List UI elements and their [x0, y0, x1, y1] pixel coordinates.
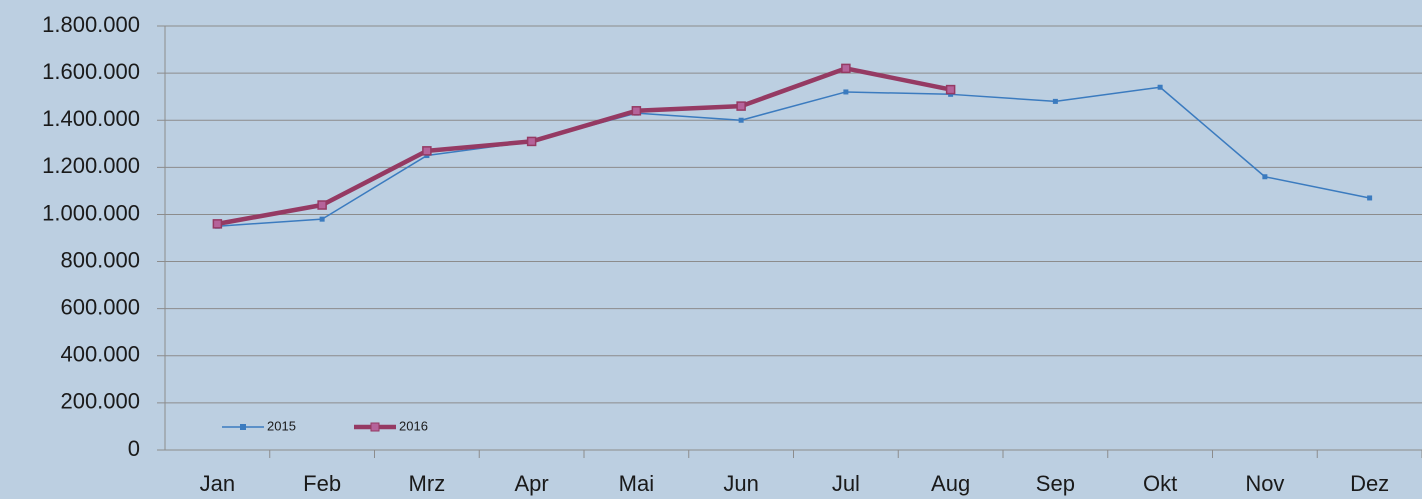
x-tick-label: Jan: [200, 471, 235, 496]
data-point: [317, 200, 327, 210]
data-point: [319, 216, 325, 222]
y-tick-label: 600.000: [60, 294, 140, 319]
data-point: [1367, 195, 1373, 201]
legend-marker: [370, 422, 380, 432]
x-tick-label: Mrz: [409, 471, 446, 496]
y-tick-label: 1.000.000: [42, 200, 140, 225]
x-tick-label: Jul: [832, 471, 860, 496]
series-line: [217, 86, 1370, 227]
x-tick-label: Apr: [515, 471, 549, 496]
data-point: [1052, 98, 1058, 104]
data-point: [945, 84, 956, 95]
y-tick-label: 200.000: [60, 389, 140, 414]
x-tick-label: Sep: [1036, 471, 1075, 496]
x-tick-label: Dez: [1350, 471, 1389, 496]
data-point: [1262, 174, 1268, 180]
data-point: [422, 146, 432, 156]
data-point: [736, 101, 746, 111]
data-point: [631, 106, 642, 116]
data-point: [1157, 84, 1163, 90]
x-tick-label: Jun: [723, 471, 758, 496]
legend-label: 2016: [399, 418, 428, 433]
data-point: [212, 219, 223, 229]
data-point: [526, 136, 537, 147]
legend-label: 2015: [267, 418, 296, 433]
y-tick-label: 1.600.000: [42, 59, 140, 84]
data-point: [843, 89, 849, 95]
data-point: [738, 117, 744, 123]
y-tick-label: 1.400.000: [42, 106, 140, 131]
x-tick-label: Aug: [931, 471, 970, 496]
x-tick-label: Feb: [303, 471, 341, 496]
y-tick-label: 1.800.000: [42, 12, 140, 37]
y-tick-label: 800.000: [60, 247, 140, 272]
x-tick-label: Okt: [1143, 471, 1177, 496]
y-tick-label: 0: [128, 436, 140, 461]
data-point: [841, 63, 851, 74]
y-tick-label: 400.000: [60, 342, 140, 367]
x-tick-label: Nov: [1245, 471, 1284, 496]
x-tick-label: Mai: [619, 471, 654, 496]
series-line: [216, 66, 952, 227]
y-tick-label: 1.200.000: [42, 153, 140, 178]
legend-marker: [240, 424, 246, 430]
